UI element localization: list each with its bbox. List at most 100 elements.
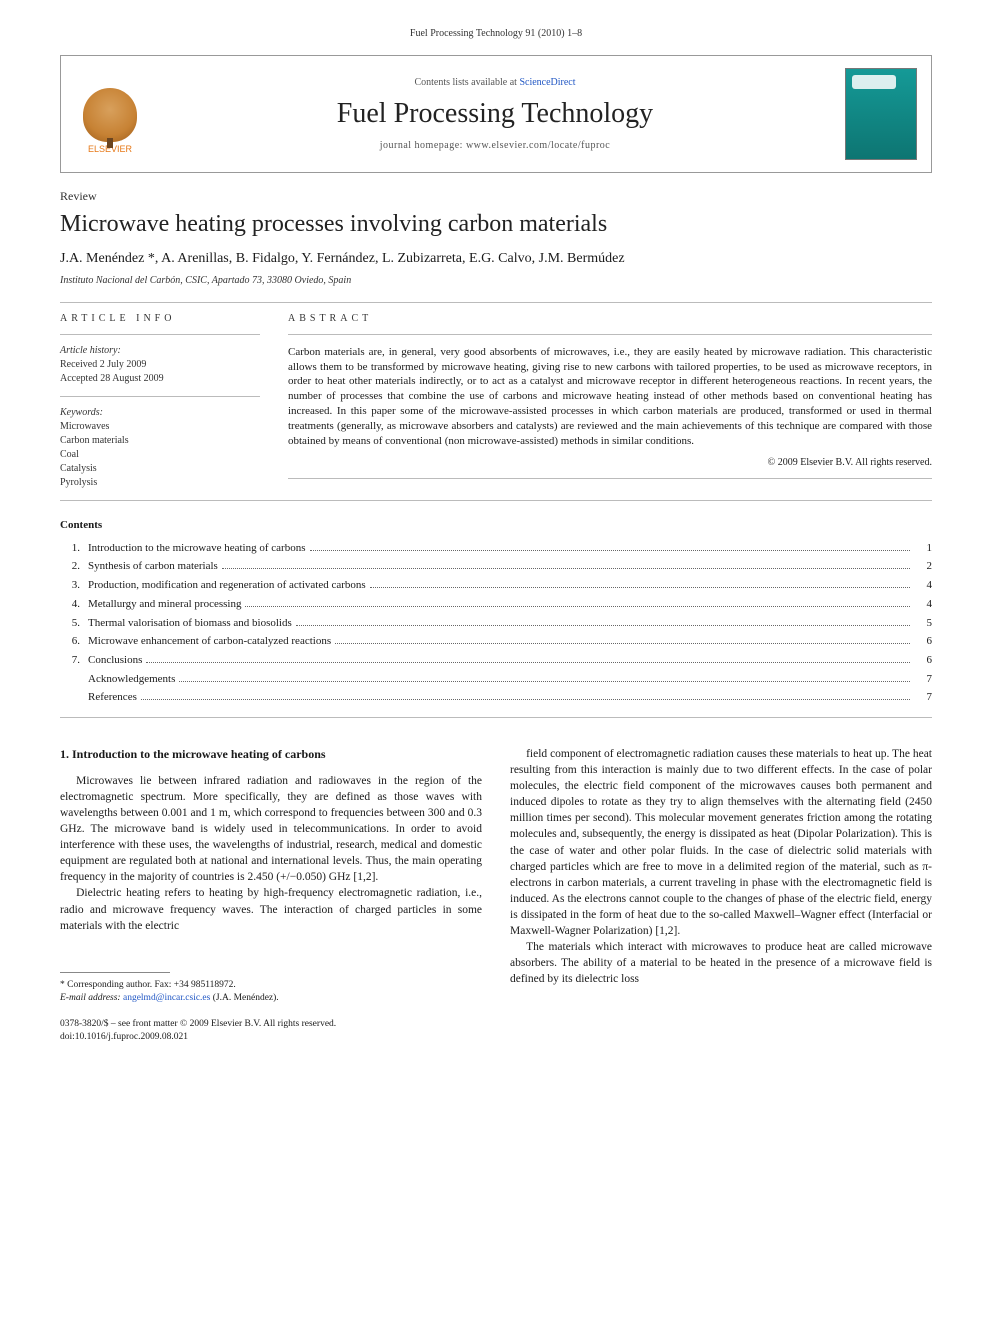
toc-row[interactable]: 3. Production, modification and regenera… <box>60 576 932 595</box>
author-list: J.A. Menéndez *, A. Arenillas, B. Fidalg… <box>60 251 932 267</box>
keyword: Carbon materials <box>60 434 260 448</box>
received-date: Received 2 July 2009 <box>60 358 260 372</box>
article-type: Review <box>60 189 932 204</box>
divider <box>60 396 260 397</box>
elsevier-tree-icon <box>83 88 137 142</box>
journal-cover-thumbnail <box>845 68 917 160</box>
abstract-copyright: © 2009 Elsevier B.V. All rights reserved… <box>288 457 932 468</box>
toc-leader-dots <box>222 568 910 569</box>
article-info-column: ARTICLE INFO Article history: Received 2… <box>60 313 260 490</box>
homepage-prefix: journal homepage: <box>380 140 466 151</box>
toc-title: Synthesis of carbon materials <box>88 557 218 576</box>
abstract-column: ABSTRACT Carbon materials are, in genera… <box>288 313 932 490</box>
doi-line[interactable]: doi:10.1016/j.fuproc.2009.08.021 <box>60 1031 482 1044</box>
sciencedirect-link[interactable]: ScienceDirect <box>519 77 575 88</box>
toc-number: 5. <box>60 614 88 633</box>
divider <box>60 717 932 718</box>
article-info-heading: ARTICLE INFO <box>60 313 260 324</box>
accepted-date: Accepted 28 August 2009 <box>60 372 260 386</box>
toc-title: Thermal valorisation of biomass and bios… <box>88 614 292 633</box>
toc-number: 3. <box>60 576 88 595</box>
divider <box>60 302 932 303</box>
article-title: Microwave heating processes involving ca… <box>60 210 932 239</box>
toc-leader-dots <box>179 681 910 682</box>
section-heading: 1. Introduction to the microwave heating… <box>60 746 482 763</box>
footnote-separator <box>60 972 170 973</box>
toc-number: 2. <box>60 557 88 576</box>
keyword: Catalysis <box>60 462 260 476</box>
keyword: Microwaves <box>60 420 260 434</box>
toc-page: 4 <box>914 576 932 595</box>
running-head: Fuel Processing Technology 91 (2010) 1–8 <box>60 28 932 39</box>
homepage-line: journal homepage: www.elsevier.com/locat… <box>163 140 827 151</box>
toc-page: 7 <box>914 670 932 689</box>
corr-author-name: (J.A. Menéndez). <box>213 993 279 1003</box>
homepage-url[interactable]: www.elsevier.com/locate/fuproc <box>466 140 610 151</box>
toc-page: 5 <box>914 614 932 633</box>
footer-meta: 0378-3820/$ – see front matter © 2009 El… <box>60 1018 482 1044</box>
toc-number: 7. <box>60 651 88 670</box>
keyword: Pyrolysis <box>60 476 260 490</box>
keyword: Coal <box>60 448 260 462</box>
body-right-column: field component of electromagnetic radia… <box>510 746 932 1044</box>
contents-heading: Contents <box>60 519 932 531</box>
toc-page: 6 <box>914 632 932 651</box>
toc-title: Introduction to the microwave heating of… <box>88 539 306 558</box>
toc-title: Production, modification and regeneratio… <box>88 576 366 595</box>
toc-row[interactable]: 1. Introduction to the microwave heating… <box>60 539 932 558</box>
info-abstract-row: ARTICLE INFO Article history: Received 2… <box>60 313 932 490</box>
toc-title: Microwave enhancement of carbon-catalyze… <box>88 632 331 651</box>
toc-row[interactable]: Acknowledgements 7 <box>60 670 932 689</box>
toc-leader-dots <box>335 643 910 644</box>
body-left-column: 1. Introduction to the microwave heating… <box>60 746 482 1044</box>
journal-banner: ELSEVIER Contents lists available at Sci… <box>60 55 932 173</box>
email-line: E-mail address: angelmd@incar.csic.es (J… <box>60 992 482 1005</box>
toc-row[interactable]: 5. Thermal valorisation of biomass and b… <box>60 614 932 633</box>
toc-row[interactable]: 6. Microwave enhancement of carbon-catal… <box>60 632 932 651</box>
affiliation: Instituto Nacional del Carbón, CSIC, Apa… <box>60 275 932 286</box>
toc-leader-dots <box>296 625 910 626</box>
toc-leader-dots <box>245 606 910 607</box>
banner-center: Contents lists available at ScienceDirec… <box>163 77 827 151</box>
toc-page: 2 <box>914 557 932 576</box>
issn-copyright-line: 0378-3820/$ – see front matter © 2009 El… <box>60 1018 482 1031</box>
corr-author-line: * Corresponding author. Fax: +34 9851189… <box>60 979 482 992</box>
contents-prefix: Contents lists available at <box>414 77 519 88</box>
toc-number: 4. <box>60 595 88 614</box>
corr-author-email[interactable]: angelmd@incar.csic.es <box>123 993 210 1003</box>
corresponding-author-footnote: * Corresponding author. Fax: +34 9851189… <box>60 979 482 1005</box>
toc-row[interactable]: 2. Synthesis of carbon materials 2 <box>60 557 932 576</box>
history-label: Article history: <box>60 345 260 356</box>
toc-page: 1 <box>914 539 932 558</box>
keywords-label: Keywords: <box>60 407 260 418</box>
toc-title: References <box>88 688 137 707</box>
toc-row[interactable]: 4. Metallurgy and mineral processing 4 <box>60 595 932 614</box>
toc-number: 1. <box>60 539 88 558</box>
publisher-logo: ELSEVIER <box>75 74 145 154</box>
body-paragraph: The materials which interact with microw… <box>510 939 932 987</box>
divider <box>288 478 932 479</box>
toc-title: Metallurgy and mineral processing <box>88 595 241 614</box>
toc-leader-dots <box>310 550 911 551</box>
email-label: E-mail address: <box>60 993 121 1003</box>
body-paragraph: field component of electromagnetic radia… <box>510 746 932 939</box>
divider <box>288 334 932 335</box>
body-paragraph: Microwaves lie between infrared radiatio… <box>60 773 482 886</box>
toc-number: 6. <box>60 632 88 651</box>
table-of-contents: 1. Introduction to the microwave heating… <box>60 539 932 707</box>
toc-leader-dots <box>370 587 910 588</box>
toc-page: 4 <box>914 595 932 614</box>
divider <box>60 500 932 501</box>
toc-page: 6 <box>914 651 932 670</box>
abstract-heading: ABSTRACT <box>288 313 932 324</box>
journal-name: Fuel Processing Technology <box>163 98 827 130</box>
toc-page: 7 <box>914 688 932 707</box>
toc-row[interactable]: References 7 <box>60 688 932 707</box>
body-paragraph: Dielectric heating refers to heating by … <box>60 885 482 933</box>
contents-available-line: Contents lists available at ScienceDirec… <box>163 77 827 88</box>
toc-title: Conclusions <box>88 651 142 670</box>
body-columns: 1. Introduction to the microwave heating… <box>60 746 932 1044</box>
divider <box>60 334 260 335</box>
toc-row[interactable]: 7. Conclusions 6 <box>60 651 932 670</box>
toc-leader-dots <box>146 662 910 663</box>
